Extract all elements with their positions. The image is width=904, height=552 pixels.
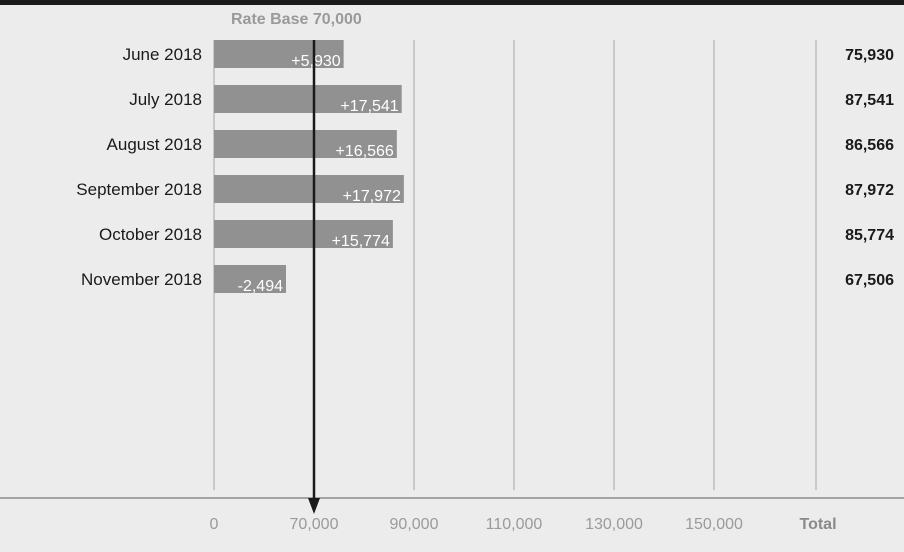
total-value: 87,972: [845, 182, 894, 199]
bar: [214, 220, 393, 248]
total-value: 86,566: [845, 137, 894, 154]
category-label: August 2018: [107, 135, 202, 154]
bar: [214, 265, 286, 293]
bar-value-label: -2,494: [238, 278, 283, 295]
x-tick-label: 150,000: [685, 516, 743, 533]
base-label: Rate Base 70,000: [231, 11, 362, 28]
bar-value-label: +5,930: [291, 53, 340, 70]
category-label: November 2018: [81, 270, 202, 289]
x-tick-label: 70,000: [290, 516, 339, 533]
bar: [214, 175, 404, 203]
category-label: June 2018: [123, 45, 202, 64]
total-value: 75,930: [845, 47, 894, 64]
total-value: 87,541: [845, 92, 894, 109]
total-value: 85,774: [845, 227, 894, 244]
bar-value-label: +16,566: [336, 143, 394, 160]
top-border: [0, 0, 904, 5]
category-label: September 2018: [76, 180, 202, 199]
category-label: July 2018: [129, 90, 202, 109]
x-tick-label: 130,000: [585, 516, 643, 533]
bar-value-label: +15,774: [332, 233, 390, 250]
x-tick-label: 0: [210, 516, 219, 533]
category-label: October 2018: [99, 225, 202, 244]
total-value: 67,506: [845, 272, 894, 289]
bar-value-label: +17,541: [340, 98, 398, 115]
bar: [214, 130, 397, 158]
bar-value-label: +17,972: [343, 188, 401, 205]
arrow-down-icon: [308, 498, 320, 514]
x-tick-label: 110,000: [486, 516, 543, 533]
total-column-header: Total: [799, 516, 836, 533]
bar: [214, 85, 402, 113]
x-tick-label: 90,000: [390, 516, 439, 533]
bar: [214, 40, 344, 68]
